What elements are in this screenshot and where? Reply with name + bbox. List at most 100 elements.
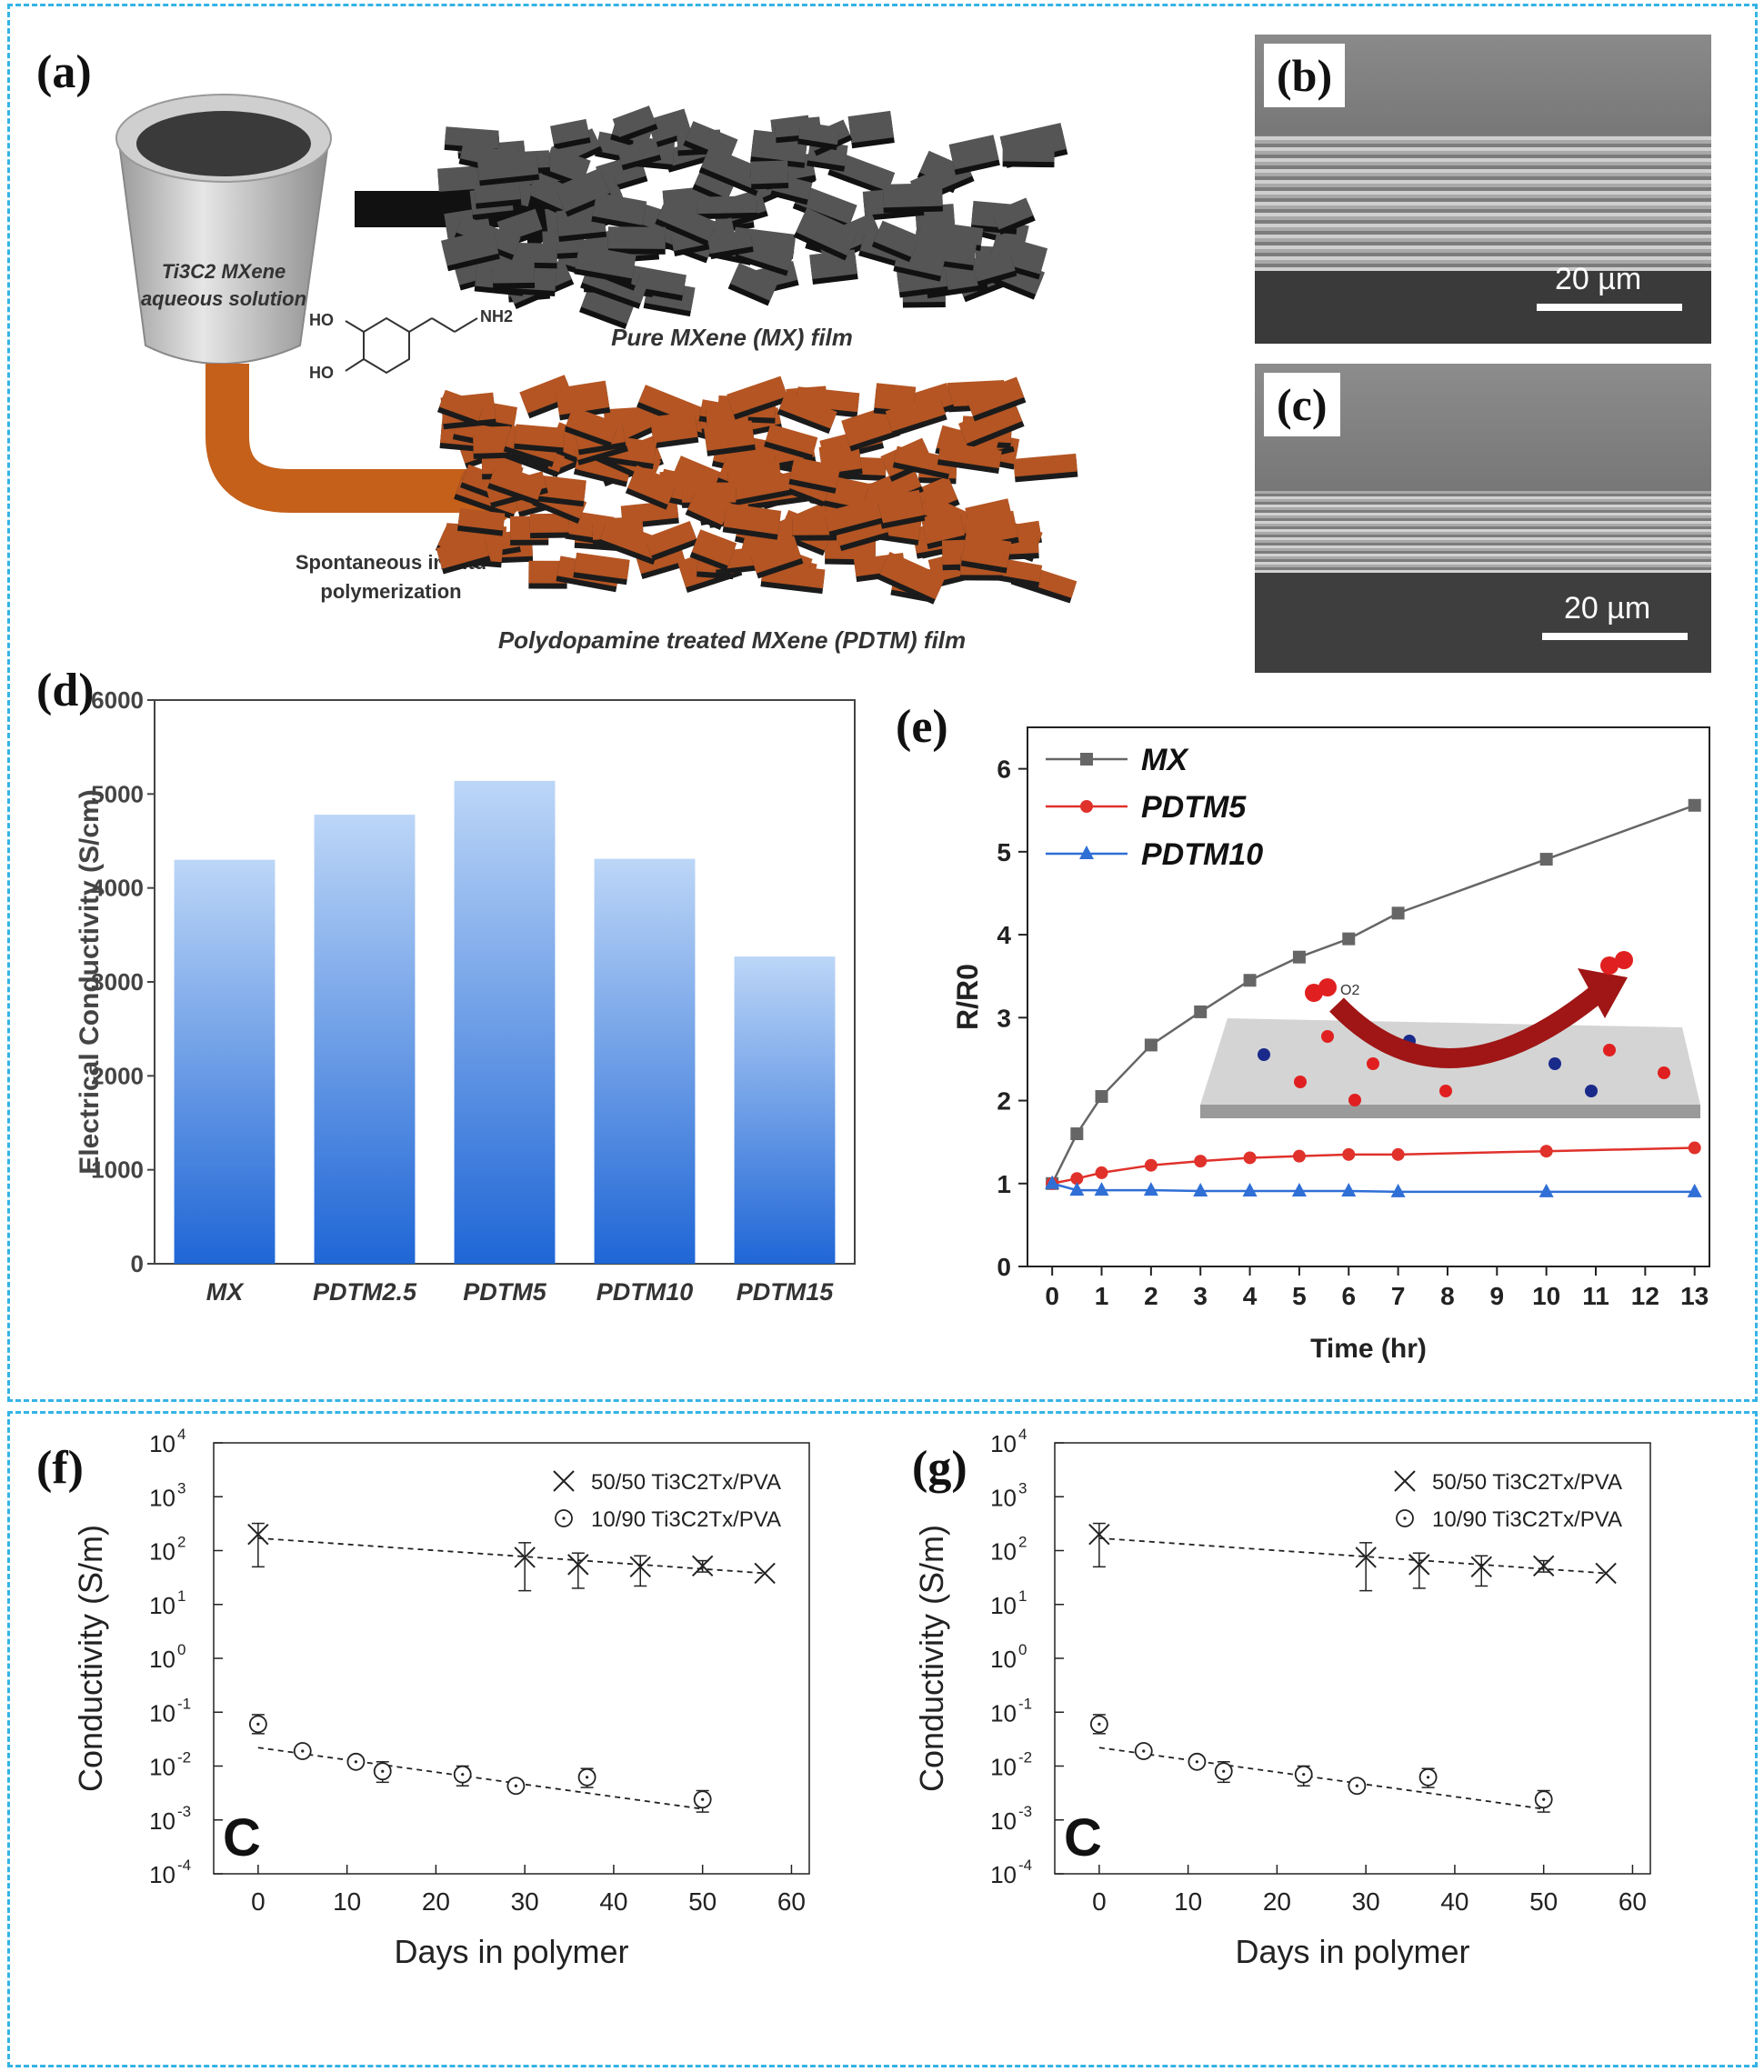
data-point-dot [1426,1776,1430,1779]
film-flake [685,121,738,159]
x-tick-label: 40 [1440,1887,1468,1916]
panel-label-f: (f) [36,1442,84,1494]
data-point [1538,1183,1554,1197]
x-tick-label: 4 [1243,1282,1258,1310]
x-axis-label: Time (hr) [1310,1334,1427,1364]
film-flake [874,220,920,257]
y-tick-exponent: -3 [1018,1803,1032,1820]
y-tick-exponent: -2 [177,1749,191,1767]
y-tick-label: 4000 [91,875,144,902]
x-tick-label: 9 [1490,1282,1505,1310]
film-flake [961,534,1012,568]
o2-atom [1305,984,1323,1002]
data-point [691,1555,714,1577]
film-flake [727,375,787,415]
data-point [1292,950,1306,964]
x-tick-label: 30 [511,1887,539,1916]
y-tick-exponent: -4 [1018,1857,1032,1874]
x-category-label: PDTM2.5 [313,1278,417,1306]
inset-atom [1258,1048,1270,1061]
film-flake [847,110,895,144]
top-panel-frame [7,4,1758,1402]
y-tick-label: 10 [990,1430,1017,1457]
legend-marker [1394,1470,1416,1492]
film-flake [970,248,1016,282]
y-tick-label: 5000 [91,780,144,807]
data-point [1243,974,1257,987]
film-flake [948,135,999,170]
bar [594,858,696,1264]
film-flake [792,513,837,536]
film-flake [723,503,782,535]
y-tick-exponent: 0 [1018,1641,1027,1658]
legend-label: 50/50 Ti3C2Tx/PVA [591,1470,781,1495]
panel-label-g: (g) [912,1442,967,1494]
data-point [1243,1151,1257,1165]
inset-atom [1603,1044,1616,1056]
pure-mxene-film-icon [437,105,1068,330]
data-point [1194,1005,1208,1018]
y-tick-label: 10 [990,1484,1017,1511]
schematic-a: Ti3C2 MXene aqueous solution HO HO NH2 S… [115,94,1078,654]
film-flake [574,552,630,580]
x-tick-label: 0 [1045,1282,1059,1310]
legend-marker [1080,800,1093,813]
y-tick-exponent: 3 [177,1479,185,1496]
film-flake [566,406,619,443]
film-flake [550,118,590,145]
x-tick-label: 6 [1341,1282,1356,1310]
process-label-2: polymerization [320,580,461,603]
inset-arrow [1329,983,1607,1068]
film-flake [645,521,697,556]
y-tick-label: 6000 [91,686,144,714]
y-tick-label: 10 [149,1484,175,1511]
sem-c-label: (c) [1264,373,1340,436]
sem-b-scale-bar [1537,304,1682,311]
film-flake [506,242,558,264]
y-tick-exponent: 2 [1018,1534,1027,1551]
sem-image-c: (c) 20 µm [1255,364,1711,673]
film-flake [476,152,539,181]
inset-sheet-edge [1200,1105,1700,1118]
x-tick-label: 13 [1680,1282,1709,1310]
legend-label: PDTM5 [1141,790,1247,825]
x-tick-label: 0 [251,1887,266,1916]
y-tick-exponent: 4 [1018,1426,1027,1443]
film-flake [991,197,1034,230]
inset-o2-label: O2 [1340,983,1359,998]
film-flake [879,551,946,600]
film-flake [876,489,925,524]
oxidation-inset-icon: O2 [1200,951,1700,1118]
film-flake [555,167,610,212]
x-category-label: PDTM15 [737,1278,835,1306]
data-point [1532,1555,1555,1577]
data-point-dot [1355,1784,1358,1787]
x-category-label: MX [206,1278,245,1306]
data-point [1291,1182,1307,1196]
data-point-dot [1222,1769,1226,1773]
film-flake [440,228,499,266]
pure-film-label: Pure MXene (MX) film [611,324,853,351]
x-tick-label: 50 [688,1887,717,1916]
film-flake [920,508,966,545]
film-flake [691,529,737,566]
data-point [1095,1166,1108,1179]
data-point [1595,1562,1617,1585]
data-point [1292,1149,1306,1163]
data-point-dot [1542,1797,1546,1801]
film-flake [696,195,757,215]
data-point-dot [461,1773,465,1777]
legend-label: 50/50 Ti3C2Tx/PVA [1432,1470,1622,1495]
film-flake [730,263,779,301]
film-flake [607,226,666,249]
x-tick-label: 60 [1619,1887,1647,1916]
legend-label: PDTM10 [1141,837,1263,872]
y-tick-exponent: -2 [1018,1749,1032,1767]
y-tick-label: 3 [997,1004,1011,1032]
data-point [1088,1523,1110,1546]
data-point [1194,1155,1208,1168]
data-point [1341,1182,1357,1196]
film-flake [529,513,569,534]
x-axis-label: Days in polymer [394,1933,628,1970]
